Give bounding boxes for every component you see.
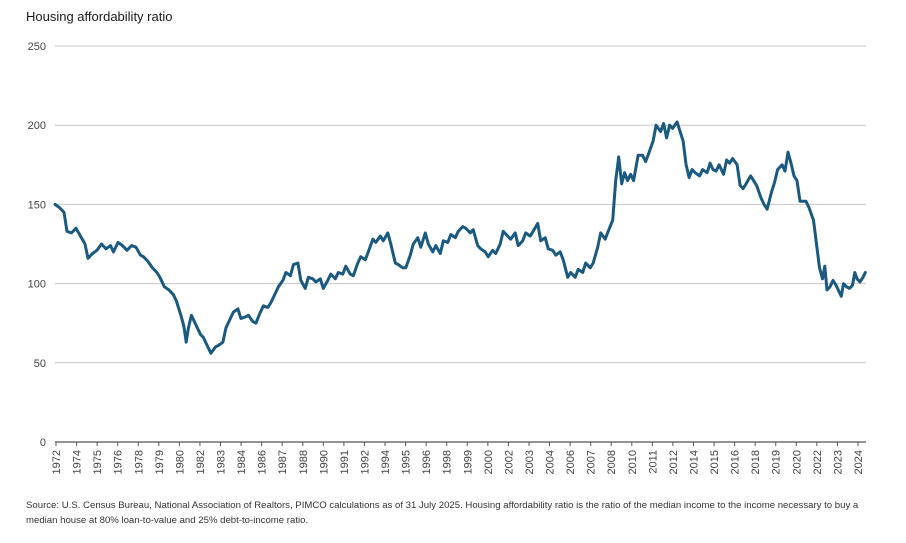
x-tick-label: 2003 (524, 450, 536, 474)
x-tick-label: 1982 (195, 450, 207, 474)
x-tick-label: 2002 (503, 450, 515, 474)
x-tick-label: 1990 (318, 450, 330, 474)
x-tick-label: 2000 (483, 450, 495, 474)
gridlines (55, 45, 866, 443)
x-tick-label: 1994 (380, 450, 392, 474)
x-tick-label: 2012 (668, 450, 680, 474)
line-chart: 0 50 100 150 200 250 1972 1974 1975 1976 1978 1979… (28, 41, 867, 474)
x-tick-label: 1996 (421, 450, 433, 474)
x-tick-label: 1992 (359, 450, 371, 474)
x-tick-label: 2007 (586, 450, 598, 474)
x-tick-label: 1984 (236, 450, 248, 474)
y-tick-label: 250 (28, 41, 46, 53)
x-tick-label: 1978 (133, 450, 145, 474)
x-tick-label: 2011 (647, 450, 659, 474)
x-tick-label: 1975 (92, 450, 104, 474)
x-tick-label: 2023 (832, 450, 844, 474)
x-tick-label: 2006 (565, 450, 577, 474)
chart-title: Housing affordability ratio (26, 9, 173, 24)
x-tick-label: 2008 (606, 450, 618, 474)
x-tick-label: 1976 (113, 450, 125, 474)
x-tick-label: 1974 (72, 450, 84, 474)
x-tick-label: 1998 (442, 450, 454, 474)
x-tick-label: 1999 (462, 450, 474, 474)
x-tick-label: 1980 (174, 450, 186, 474)
x-tick-label: 1995 (401, 450, 413, 474)
x-tick-label: 1988 (298, 450, 310, 474)
y-tick-label: 0 (40, 437, 46, 449)
x-tick-label: 1979 (154, 450, 166, 474)
x-tick-label: 2010 (627, 450, 639, 474)
x-tick-label: 2016 (730, 450, 742, 474)
y-tick-label: 50 (34, 358, 46, 370)
y-axis: 0 50 100 150 200 250 (28, 41, 46, 449)
x-axis: 1972 1974 1975 1976 1978 1979 1980 1982 1983 1984… (51, 442, 865, 474)
x-tick-label: 1986 (257, 450, 269, 474)
x-tick-label: 2014 (688, 450, 700, 474)
x-tick-label: 2018 (750, 450, 762, 474)
x-tick-label: 2020 (791, 450, 803, 474)
x-tick-label: 1991 (339, 450, 351, 474)
x-tick-label: 1987 (277, 450, 289, 474)
affordability-ratio-line (53, 120, 867, 355)
y-tick-label: 150 (28, 199, 46, 211)
x-tick-label: 2015 (709, 450, 721, 474)
x-tick-label: 1972 (51, 450, 63, 474)
x-tick-label: 2024 (853, 450, 865, 474)
x-tick-label: 2022 (812, 450, 824, 474)
y-tick-label: 100 (28, 279, 46, 291)
x-tick-label: 2004 (545, 450, 557, 474)
x-tick-label: 1983 (216, 450, 228, 474)
x-tick-label: 2019 (771, 450, 783, 474)
y-tick-label: 200 (28, 120, 46, 132)
source-note: Source: U.S. Census Bureau, National Ass… (26, 500, 859, 526)
